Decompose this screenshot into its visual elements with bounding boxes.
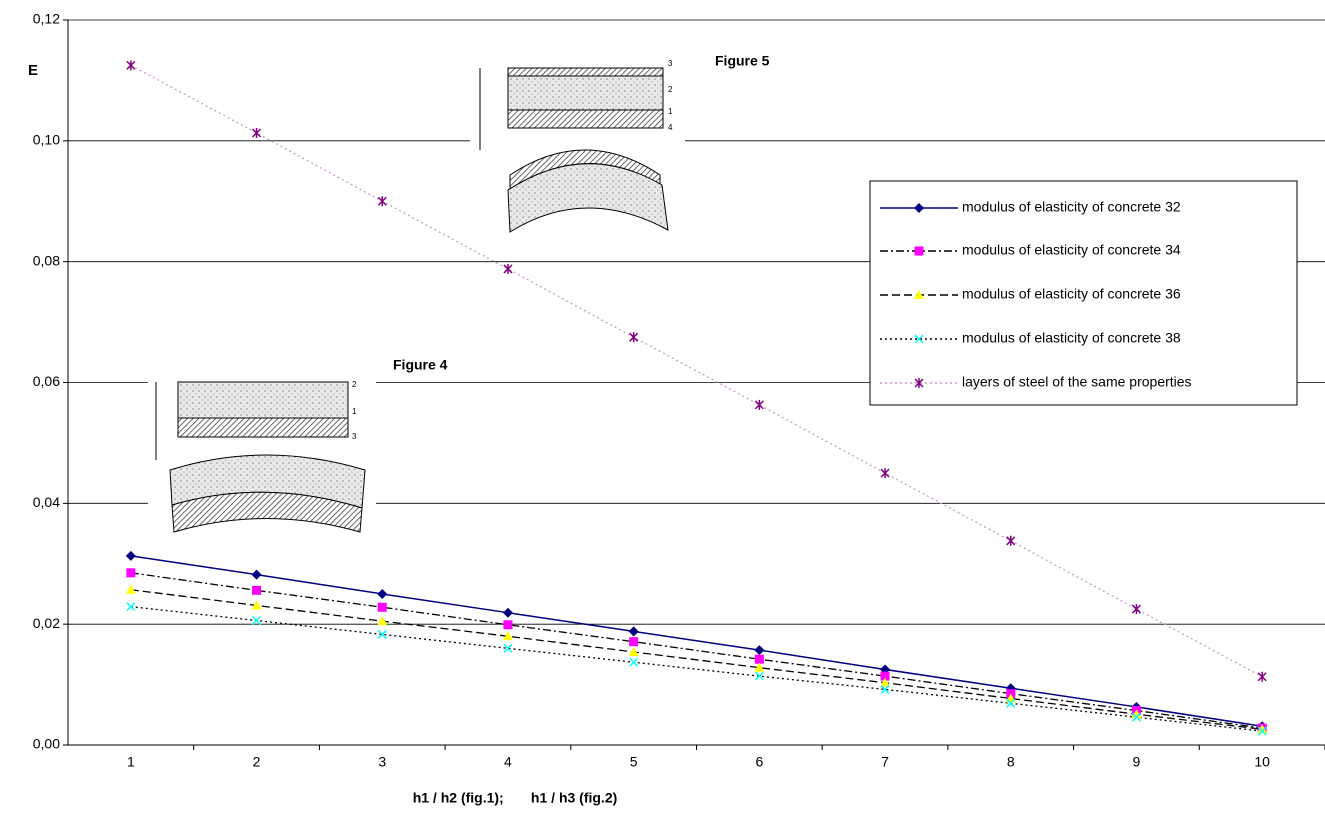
- y-tick-label: 0,06: [33, 373, 60, 389]
- marker: [754, 654, 764, 664]
- line: [130, 64, 1263, 678]
- marker: [1006, 535, 1016, 546]
- marker: [629, 657, 639, 667]
- figure-label: 3: [668, 59, 673, 68]
- marker: [754, 662, 765, 672]
- figure-label: 3: [352, 432, 357, 441]
- annotation: Figure 5: [715, 53, 770, 69]
- x-axis-label: h1 / h2 (fig.1); h1 / h3 (fig.2): [413, 790, 618, 806]
- marker: [503, 263, 513, 274]
- marker: [377, 196, 387, 207]
- legend-label: modulus of elasticity of concrete 34: [962, 242, 1181, 258]
- marker: [629, 637, 639, 647]
- x-tick-label: 9: [1133, 754, 1141, 770]
- marker: [880, 671, 890, 681]
- legend-marker: [914, 203, 924, 213]
- marker: [1131, 709, 1142, 719]
- legend-marker: [914, 378, 924, 388]
- y-tick-label: 0,02: [33, 615, 60, 631]
- marker: [126, 568, 136, 578]
- marker: [125, 550, 136, 561]
- y-axis-label: E: [28, 62, 38, 79]
- y-tick-label: 0,04: [33, 494, 60, 510]
- x-tick-label: 4: [504, 754, 512, 770]
- line: [130, 572, 1263, 729]
- x-tick-label: 7: [881, 754, 889, 770]
- x-tick-label: 6: [755, 754, 763, 770]
- x-tick-label: 3: [378, 754, 386, 770]
- marker: [880, 468, 890, 479]
- marker: [502, 631, 513, 641]
- x-tick-label: 10: [1254, 754, 1270, 770]
- marker: [754, 399, 764, 410]
- marker: [880, 677, 891, 687]
- legend-label: modulus of elasticity of concrete 32: [962, 199, 1181, 215]
- marker: [377, 588, 388, 599]
- marker: [125, 584, 136, 594]
- marker: [502, 607, 513, 618]
- marker: [126, 60, 136, 71]
- annotation: Figure 4: [393, 357, 448, 373]
- legend-label: modulus of elasticity of concrete 38: [962, 330, 1181, 346]
- figure-label: 2: [668, 85, 673, 94]
- marker: [377, 629, 387, 639]
- figure-5: 3 2 1 4: [470, 58, 685, 238]
- y-tick-label: 0,08: [33, 252, 60, 268]
- marker: [629, 332, 639, 343]
- y-tick-label: 0,00: [33, 736, 60, 752]
- marker: [628, 626, 639, 637]
- figure-label: 2: [352, 380, 357, 389]
- legend-marker: [914, 334, 924, 344]
- legend-label: modulus of elasticity of concrete 36: [962, 286, 1181, 302]
- figure-4: 2 1 3: [148, 378, 376, 540]
- y-tick-label: 0,10: [33, 132, 60, 148]
- marker: [377, 616, 388, 626]
- marker: [251, 569, 262, 580]
- marker: [1257, 671, 1267, 682]
- legend-marker: [914, 246, 924, 256]
- marker: [252, 585, 262, 595]
- figure-label: 4: [668, 123, 673, 132]
- figure-label: 1: [668, 107, 673, 116]
- y-tick-label: 0,12: [33, 11, 60, 27]
- marker: [252, 616, 262, 626]
- marker: [1257, 724, 1268, 734]
- line: [130, 605, 1263, 732]
- marker: [503, 643, 513, 653]
- x-tick-label: 2: [253, 754, 261, 770]
- marker: [1131, 604, 1141, 615]
- marker: [503, 620, 513, 630]
- marker: [1006, 698, 1016, 708]
- legend-label: layers of steel of the same properties: [962, 374, 1192, 390]
- legend-marker: [914, 290, 924, 299]
- legend-box: [869, 180, 1298, 406]
- marker: [377, 602, 387, 612]
- marker: [880, 684, 890, 694]
- x-tick-label: 1: [127, 754, 135, 770]
- figure-label: 1: [352, 407, 357, 416]
- x-tick-label: 8: [1007, 754, 1015, 770]
- line: [130, 555, 1263, 728]
- marker: [251, 600, 262, 610]
- marker: [1131, 712, 1141, 722]
- marker: [126, 602, 136, 612]
- marker: [252, 127, 262, 138]
- marker: [628, 646, 639, 656]
- marker: [754, 671, 764, 681]
- marker: [1257, 726, 1267, 736]
- x-tick-label: 5: [630, 754, 638, 770]
- line: [130, 589, 1263, 730]
- marker: [754, 645, 765, 656]
